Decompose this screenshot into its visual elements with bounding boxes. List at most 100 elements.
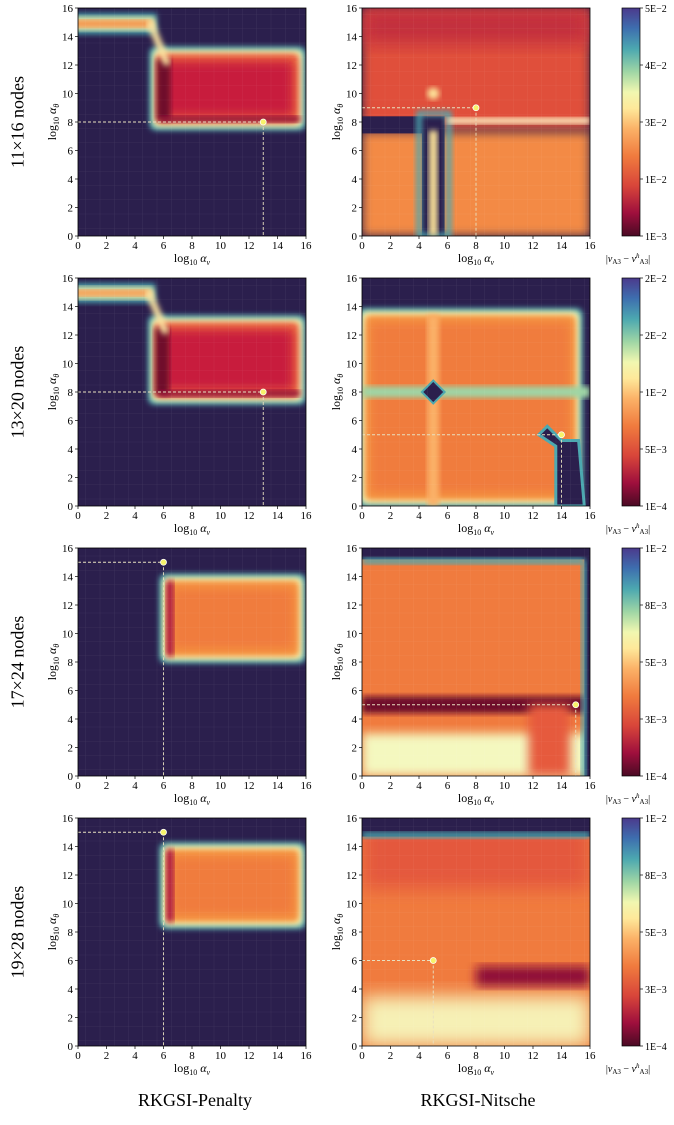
x-tick-label: 0 [75, 1050, 81, 1062]
x-tick-label: 6 [445, 1050, 451, 1062]
x-tick-label: 12 [528, 510, 539, 522]
y-tick-label: 8 [68, 927, 74, 939]
colorbar-label: |vA3 − vhA3| [606, 522, 650, 536]
x-tick-label: 8 [189, 510, 195, 522]
colorbar-tick-label: 5E−3 [645, 445, 667, 456]
y-tick-label: 6 [68, 956, 74, 968]
colorbar-tick-label: 8E−3 [645, 601, 667, 612]
y-axis-label: log10 αθ [329, 914, 345, 951]
heatmap-panel: 0 2 4 6 8 10 12 14 16 0 2 4 6 8 10 12 14 16 log10 αv log10 … [45, 3, 312, 267]
x-tick-label: 8 [473, 1050, 479, 1062]
y-tick-label: 16 [62, 813, 74, 825]
y-tick-label: 10 [346, 629, 358, 641]
x-tick-label: 4 [132, 240, 138, 252]
y-tick-label: 0 [352, 231, 358, 243]
colorbar-tick-label: 1E−2 [645, 388, 667, 399]
y-tick-label: 8 [68, 117, 74, 129]
y-tick-label: 16 [62, 3, 74, 15]
x-tick-label: 10 [499, 1050, 511, 1062]
y-tick-label: 8 [352, 117, 358, 129]
column-title-penalty: RKGSI-Penalty [138, 1090, 252, 1110]
y-tick-label: 12 [62, 330, 73, 342]
y-tick-label: 12 [62, 600, 73, 612]
colorbar-tick-label: 4E−2 [645, 61, 667, 72]
colorbar [621, 817, 641, 1047]
x-tick-label: 14 [556, 1050, 568, 1062]
x-axis-label: log10 αv [458, 791, 495, 807]
colorbar-tick-label: 2E−2 [645, 274, 667, 285]
x-tick-label: 2 [388, 1050, 394, 1062]
y-tick-label: 6 [352, 686, 358, 698]
y-tick-label: 12 [62, 870, 73, 882]
colorbar-tick-label: 1E−4 [645, 772, 667, 783]
x-tick-label: 8 [189, 780, 195, 792]
x-tick-label: 12 [528, 1050, 539, 1062]
x-tick-label: 14 [272, 1050, 284, 1062]
colorbar-tick-label: 3E−3 [645, 715, 667, 726]
y-tick-label: 14 [62, 32, 74, 44]
x-tick-label: 6 [445, 510, 451, 522]
optimum-marker [558, 431, 565, 439]
y-tick-label: 0 [68, 771, 74, 783]
colorbar-tick-label: 8E−3 [645, 871, 667, 882]
y-tick-label: 0 [68, 1041, 74, 1053]
x-tick-label: 2 [388, 510, 394, 522]
x-tick-label: 14 [556, 780, 568, 792]
y-tick-label: 4 [68, 444, 74, 456]
y-tick-label: 8 [68, 657, 74, 669]
x-tick-label: 8 [189, 240, 195, 252]
y-tick-label: 16 [346, 813, 358, 825]
row-label: 17×24 nodes [7, 615, 28, 709]
y-tick-label: 16 [346, 273, 358, 285]
y-tick-label: 4 [352, 174, 358, 186]
grid-overlay [78, 818, 306, 1046]
x-tick-label: 12 [528, 240, 539, 252]
colorbar [621, 547, 641, 777]
x-tick-label: 14 [556, 240, 568, 252]
x-tick-label: 0 [359, 510, 365, 522]
y-tick-label: 12 [346, 600, 357, 612]
x-tick-label: 12 [528, 780, 539, 792]
y-tick-label: 8 [352, 387, 358, 399]
y-axis-label: log10 αθ [329, 374, 345, 411]
y-tick-label: 14 [62, 302, 74, 314]
x-tick-label: 0 [75, 510, 81, 522]
x-tick-label: 4 [132, 1050, 138, 1062]
colorbar-tick-label: 5E−3 [645, 928, 667, 939]
heatmap-panel: 0 2 4 6 8 10 12 14 16 0 2 4 6 8 10 12 14 16 log10 αv log10 … [45, 543, 312, 807]
y-tick-label: 4 [352, 714, 358, 726]
x-tick-label: 4 [416, 510, 422, 522]
y-tick-label: 10 [346, 359, 358, 371]
y-tick-label: 4 [68, 984, 74, 996]
x-tick-label: 6 [161, 780, 167, 792]
x-tick-label: 12 [244, 1050, 255, 1062]
x-tick-label: 8 [473, 510, 479, 522]
y-tick-label: 16 [346, 543, 358, 555]
row-label: 11×16 nodes [7, 76, 28, 168]
colorbar-tick-label: 3E−2 [645, 118, 667, 129]
x-tick-label: 0 [75, 780, 81, 792]
y-tick-label: 4 [68, 714, 74, 726]
y-tick-label: 10 [62, 899, 74, 911]
y-tick-label: 10 [62, 359, 74, 371]
heatmap-body [78, 818, 306, 1046]
y-axis-label: log10 αθ [329, 104, 345, 141]
grid-overlay [362, 818, 590, 1046]
y-tick-label: 2 [352, 203, 358, 215]
x-tick-label: 6 [161, 510, 167, 522]
optimum-marker [472, 104, 480, 112]
grid-overlay [362, 548, 590, 776]
y-tick-label: 2 [68, 743, 74, 755]
heatmap-panel: 0 2 4 6 8 10 12 14 16 0 2 4 6 8 10 12 14 16 log10 αv log10 … [329, 543, 667, 807]
heatmap-panel: 0 2 4 6 8 10 12 14 16 0 2 4 6 8 10 12 14 16 log10 αv log10 … [329, 3, 667, 267]
x-tick-label: 10 [499, 240, 511, 252]
x-tick-label: 0 [359, 240, 365, 252]
heatmap-panel: 0 2 4 6 8 10 12 14 16 0 2 4 6 8 10 12 14 16 log10 αv log10 … [329, 273, 667, 537]
y-tick-label: 6 [68, 416, 74, 428]
x-axis-label: log10 αv [174, 1061, 211, 1077]
x-tick-label: 6 [445, 780, 451, 792]
x-tick-label: 2 [104, 780, 110, 792]
x-tick-label: 12 [244, 780, 255, 792]
x-axis-label: log10 αv [458, 1061, 495, 1077]
x-axis-label: log10 αv [174, 521, 211, 537]
